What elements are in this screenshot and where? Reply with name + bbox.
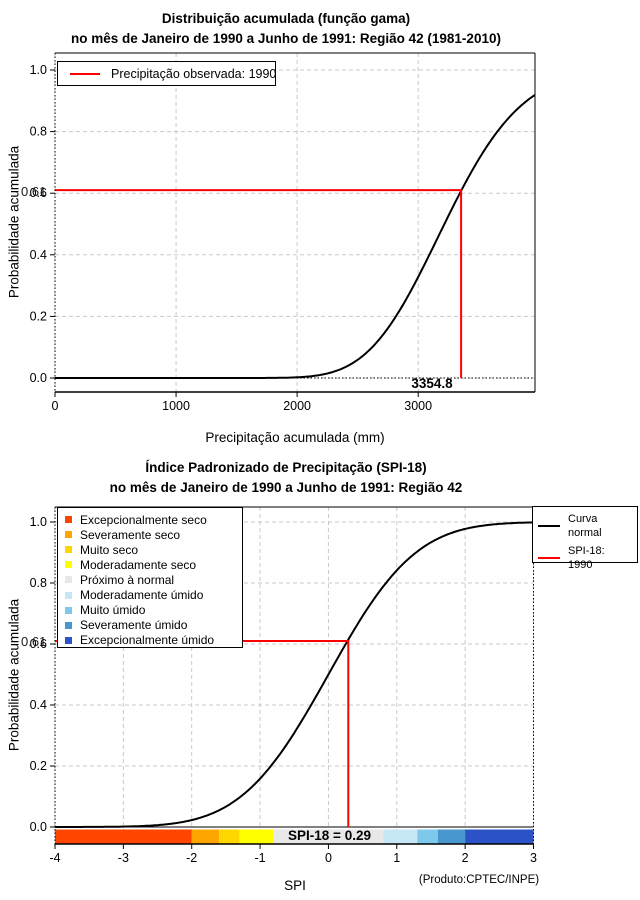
svg-text:0.6: 0.6 [30,637,47,651]
legend-label: Excepcionalmente úmido [80,633,215,648]
legend-item: Severamente seco [65,527,242,542]
spi-chart-plot-area: -4 -3 -2 -1 0 1 2 3 0.0 0.2 0.4 0.6 0.8 1.0 [30,506,537,865]
axis-tick-labels: 0 1000 2000 3000 0.0 0.2 0.4 0.6 0.8 1.0 [30,63,433,413]
spi-category-legend: Excepcionalmente seco Severamente seco Mui… [57,507,243,648]
legend-swatch [65,606,72,614]
axis-tick-labels: -4 -3 -2 -1 0 1 2 3 0.0 0.2 0.4 0.6 0.8 1.0 [30,515,537,865]
legend-swatch [65,576,72,584]
legend-label: Precipitação observada: 1990 [111,66,277,81]
svg-text:0.6: 0.6 [30,186,47,200]
legend-label: Muito seco [80,542,139,557]
svg-text:0: 0 [52,399,59,413]
gamma-cdf-chart: 0 1000 2000 3000 0.0 0.2 0.4 0.6 0.8 1.0 Distribu… [6,11,536,445]
svg-text:1: 1 [393,851,400,865]
gamma-chart-plot-area: 0 1000 2000 3000 0.0 0.2 0.4 0.6 0.8 1.0 [30,52,536,413]
svg-text:0: 0 [325,851,332,865]
axis-ticks [50,521,534,849]
chart-title: Distribuição acumulada (função gama) [161,11,411,26]
legend-swatch [65,591,72,599]
svg-text:1.0: 1.0 [30,515,47,529]
svg-text:3000: 3000 [404,399,432,413]
svg-text:-4: -4 [49,851,60,865]
legend-label: Próximo à normal [80,572,175,587]
legend-item: Curva normal [538,512,637,541]
legend-swatch [65,621,72,629]
svg-text:2: 2 [462,851,469,865]
legend-swatch [65,561,72,569]
legend-item: SPI-18: 1990 [538,544,637,573]
svg-text:1000: 1000 [162,399,190,413]
legend-swatch [65,531,72,539]
legend-swatch [65,546,72,554]
svg-text:0.4: 0.4 [30,248,47,262]
marker-precipitation-value: 3354.8 [411,376,453,391]
legend-label: Moderadamente úmido [80,588,204,603]
svg-text:2000: 2000 [283,399,311,413]
legend-item: Próximo à normal [65,572,242,587]
cdf-curve [55,94,536,379]
marker-probability-value: 0.61 [21,184,47,199]
legend-label: Muito úmido [80,603,146,618]
svg-text:0.0: 0.0 [30,820,47,834]
svg-text:-1: -1 [255,851,266,865]
svg-text:3: 3 [530,851,537,865]
chart-subtitle: no mês de Janeiro de 1990 a Junho de 199… [71,31,501,46]
gridlines [54,53,535,392]
chart-title: Índice Padronizado de Precipitação (SPI-… [145,460,427,475]
observed-precipitation-legend: Precipitação observada: 1990 [57,61,276,86]
svg-text:0.8: 0.8 [30,576,47,590]
y-axis-title: Probabilidade acumulada [6,145,22,299]
svg-text:-3: -3 [118,851,129,865]
legend-label: Excepcionalmente seco [80,512,207,527]
x-axis-title: Precipitação acumulada (mm) [205,430,385,445]
svg-text:0.2: 0.2 [30,309,47,323]
legend-item: Muito úmido [65,603,242,618]
svg-text:0.8: 0.8 [30,125,47,139]
legend-swatch [538,525,560,528]
legend-swatch [65,636,72,644]
svg-text:0.4: 0.4 [30,698,47,712]
spi-cdf-chart: -4 -3 -2 -1 0 1 2 3 0.0 0.2 0.4 0.6 0.8 1.0 Índice Pa… [0,450,640,900]
marker-probability-value: 0.61 [21,634,47,649]
y-axis-title: Probabilidade acumulada [6,598,22,752]
svg-text:0.0: 0.0 [30,371,47,385]
legend-item: Precipitação observada: 1990 [58,67,276,81]
legend-label: SPI-18: 1990 [568,544,605,571]
reference-marker [55,189,463,378]
legend-item: Muito seco [65,542,242,557]
axis-ticks [50,69,419,397]
svg-text:0.2: 0.2 [30,759,47,773]
legend-item: Moderadamente seco [65,557,242,572]
legend-label: Severamente úmido [80,618,188,633]
legend-label: Moderadamente seco [80,557,197,572]
legend-swatch [538,556,560,559]
cdf-curve [55,521,534,828]
reference-marker [55,640,350,827]
product-credit: (Produto:CPTEC/INPE) [418,874,540,886]
legend-item: Moderadamente úmido [65,587,242,602]
x-axis-title: SPI [284,878,306,893]
legend-item: Excepcionalmente seco [65,512,242,527]
legend-item: Excepcionalmente úmido [65,633,242,648]
legend-swatch [70,72,100,75]
svg-text:1.0: 1.0 [30,63,47,77]
spi-colorbar [55,829,534,844]
curve-legend: Curva normal SPI-18: 1990 [532,506,638,571]
chart-subtitle: no mês de Janeiro de 1990 a Junho de 199… [109,480,463,495]
spi-value-label: SPI-18 = 0.29 [288,828,371,843]
legend-label: Curva normal [568,513,602,540]
svg-text:-2: -2 [186,851,197,865]
legend-swatch [65,516,72,524]
plot-border [54,52,536,393]
legend-label: Severamente seco [80,527,181,542]
legend-item: Severamente úmido [65,618,242,633]
